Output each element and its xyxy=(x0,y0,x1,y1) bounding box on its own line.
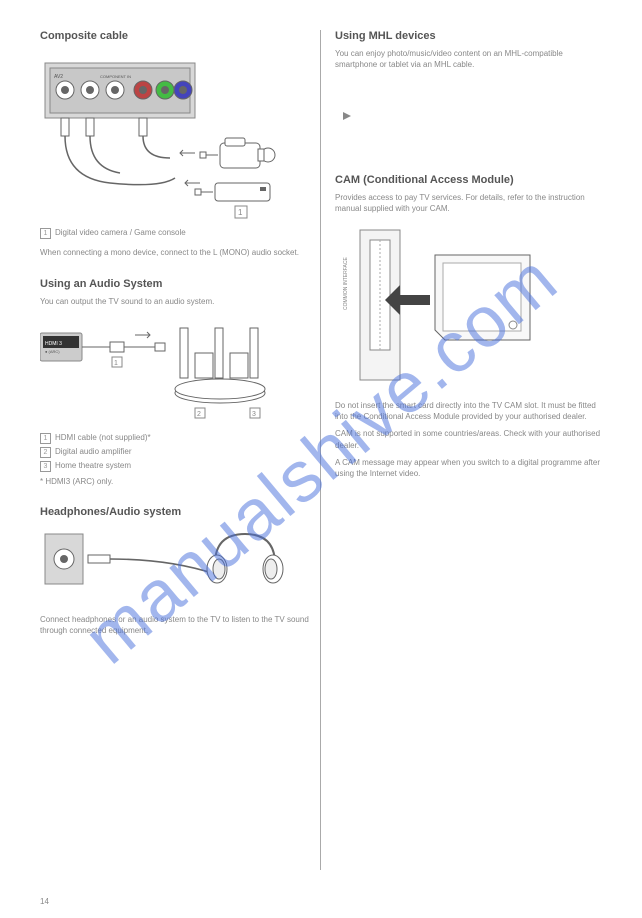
svg-text:COMPONENT IN: COMPONENT IN xyxy=(100,74,131,79)
cam-body1: Provides access to pay TV services. For … xyxy=(335,192,605,214)
svg-text:1: 1 xyxy=(114,360,118,367)
cam-body4: A CAM message may appear when you switch… xyxy=(335,457,605,479)
composite-diagram: AV2 COMPONENT IN xyxy=(40,48,300,228)
num-box-1: 1 xyxy=(40,228,51,239)
svg-text:3: 3 xyxy=(252,411,256,418)
arrow-bullet xyxy=(341,110,605,122)
svg-text:2: 2 xyxy=(197,411,201,418)
cam-diagram: COMMON INTERFACE xyxy=(335,220,555,390)
headphones-diagram xyxy=(40,524,300,614)
svg-text:● (ARC): ● (ARC) xyxy=(45,349,60,354)
mhl-note xyxy=(335,132,605,143)
audio-body: You can output the TV sound to an audio … xyxy=(40,296,315,307)
audio-diagram: HDMI 3 ● (ARC) 1 xyxy=(40,313,300,433)
left-column: Composite cable AV2 COMPONENT IN xyxy=(40,30,315,642)
column-divider xyxy=(320,30,321,870)
svg-text:AV2: AV2 xyxy=(54,74,63,80)
audio-item-3: 3Home theatre system xyxy=(40,461,315,472)
headphones-desc: Connect headphones or an audio system to… xyxy=(40,614,315,636)
section-title-headphones: Headphones/Audio system xyxy=(40,506,315,518)
section-title-cam: CAM (Conditional Access Module) xyxy=(335,174,605,186)
svg-text:1: 1 xyxy=(238,208,243,217)
section-title-mhl: Using MHL devices xyxy=(335,30,605,42)
section-title-composite: Composite cable xyxy=(40,30,315,42)
page: manualshive.com Composite cable AV2 COMP… xyxy=(0,0,642,918)
cam-body2: Do not insert the smart card directly in… xyxy=(335,400,605,422)
page-number: 14 xyxy=(40,897,49,906)
audio-note: * HDMI3 (ARC) only. xyxy=(40,476,315,487)
composite-note: When connecting a mono device, connect t… xyxy=(40,247,315,258)
svg-text:HDMI 3: HDMI 3 xyxy=(45,341,62,347)
audio-item-1: 1HDMI cable (not supplied)* xyxy=(40,433,315,444)
cam-body3: CAM is not supported in some countries/a… xyxy=(335,428,605,450)
mhl-body: You can enjoy photo/music/video content … xyxy=(335,48,605,70)
audio-item-2: 2Digital audio amplifier xyxy=(40,447,315,458)
composite-item-1: 1Digital video camera / Game console xyxy=(40,228,315,239)
section-title-audio: Using an Audio System xyxy=(40,278,315,290)
svg-text:COMMON INTERFACE: COMMON INTERFACE xyxy=(343,256,349,309)
right-column: Using MHL devices You can enjoy photo/mu… xyxy=(335,30,605,485)
